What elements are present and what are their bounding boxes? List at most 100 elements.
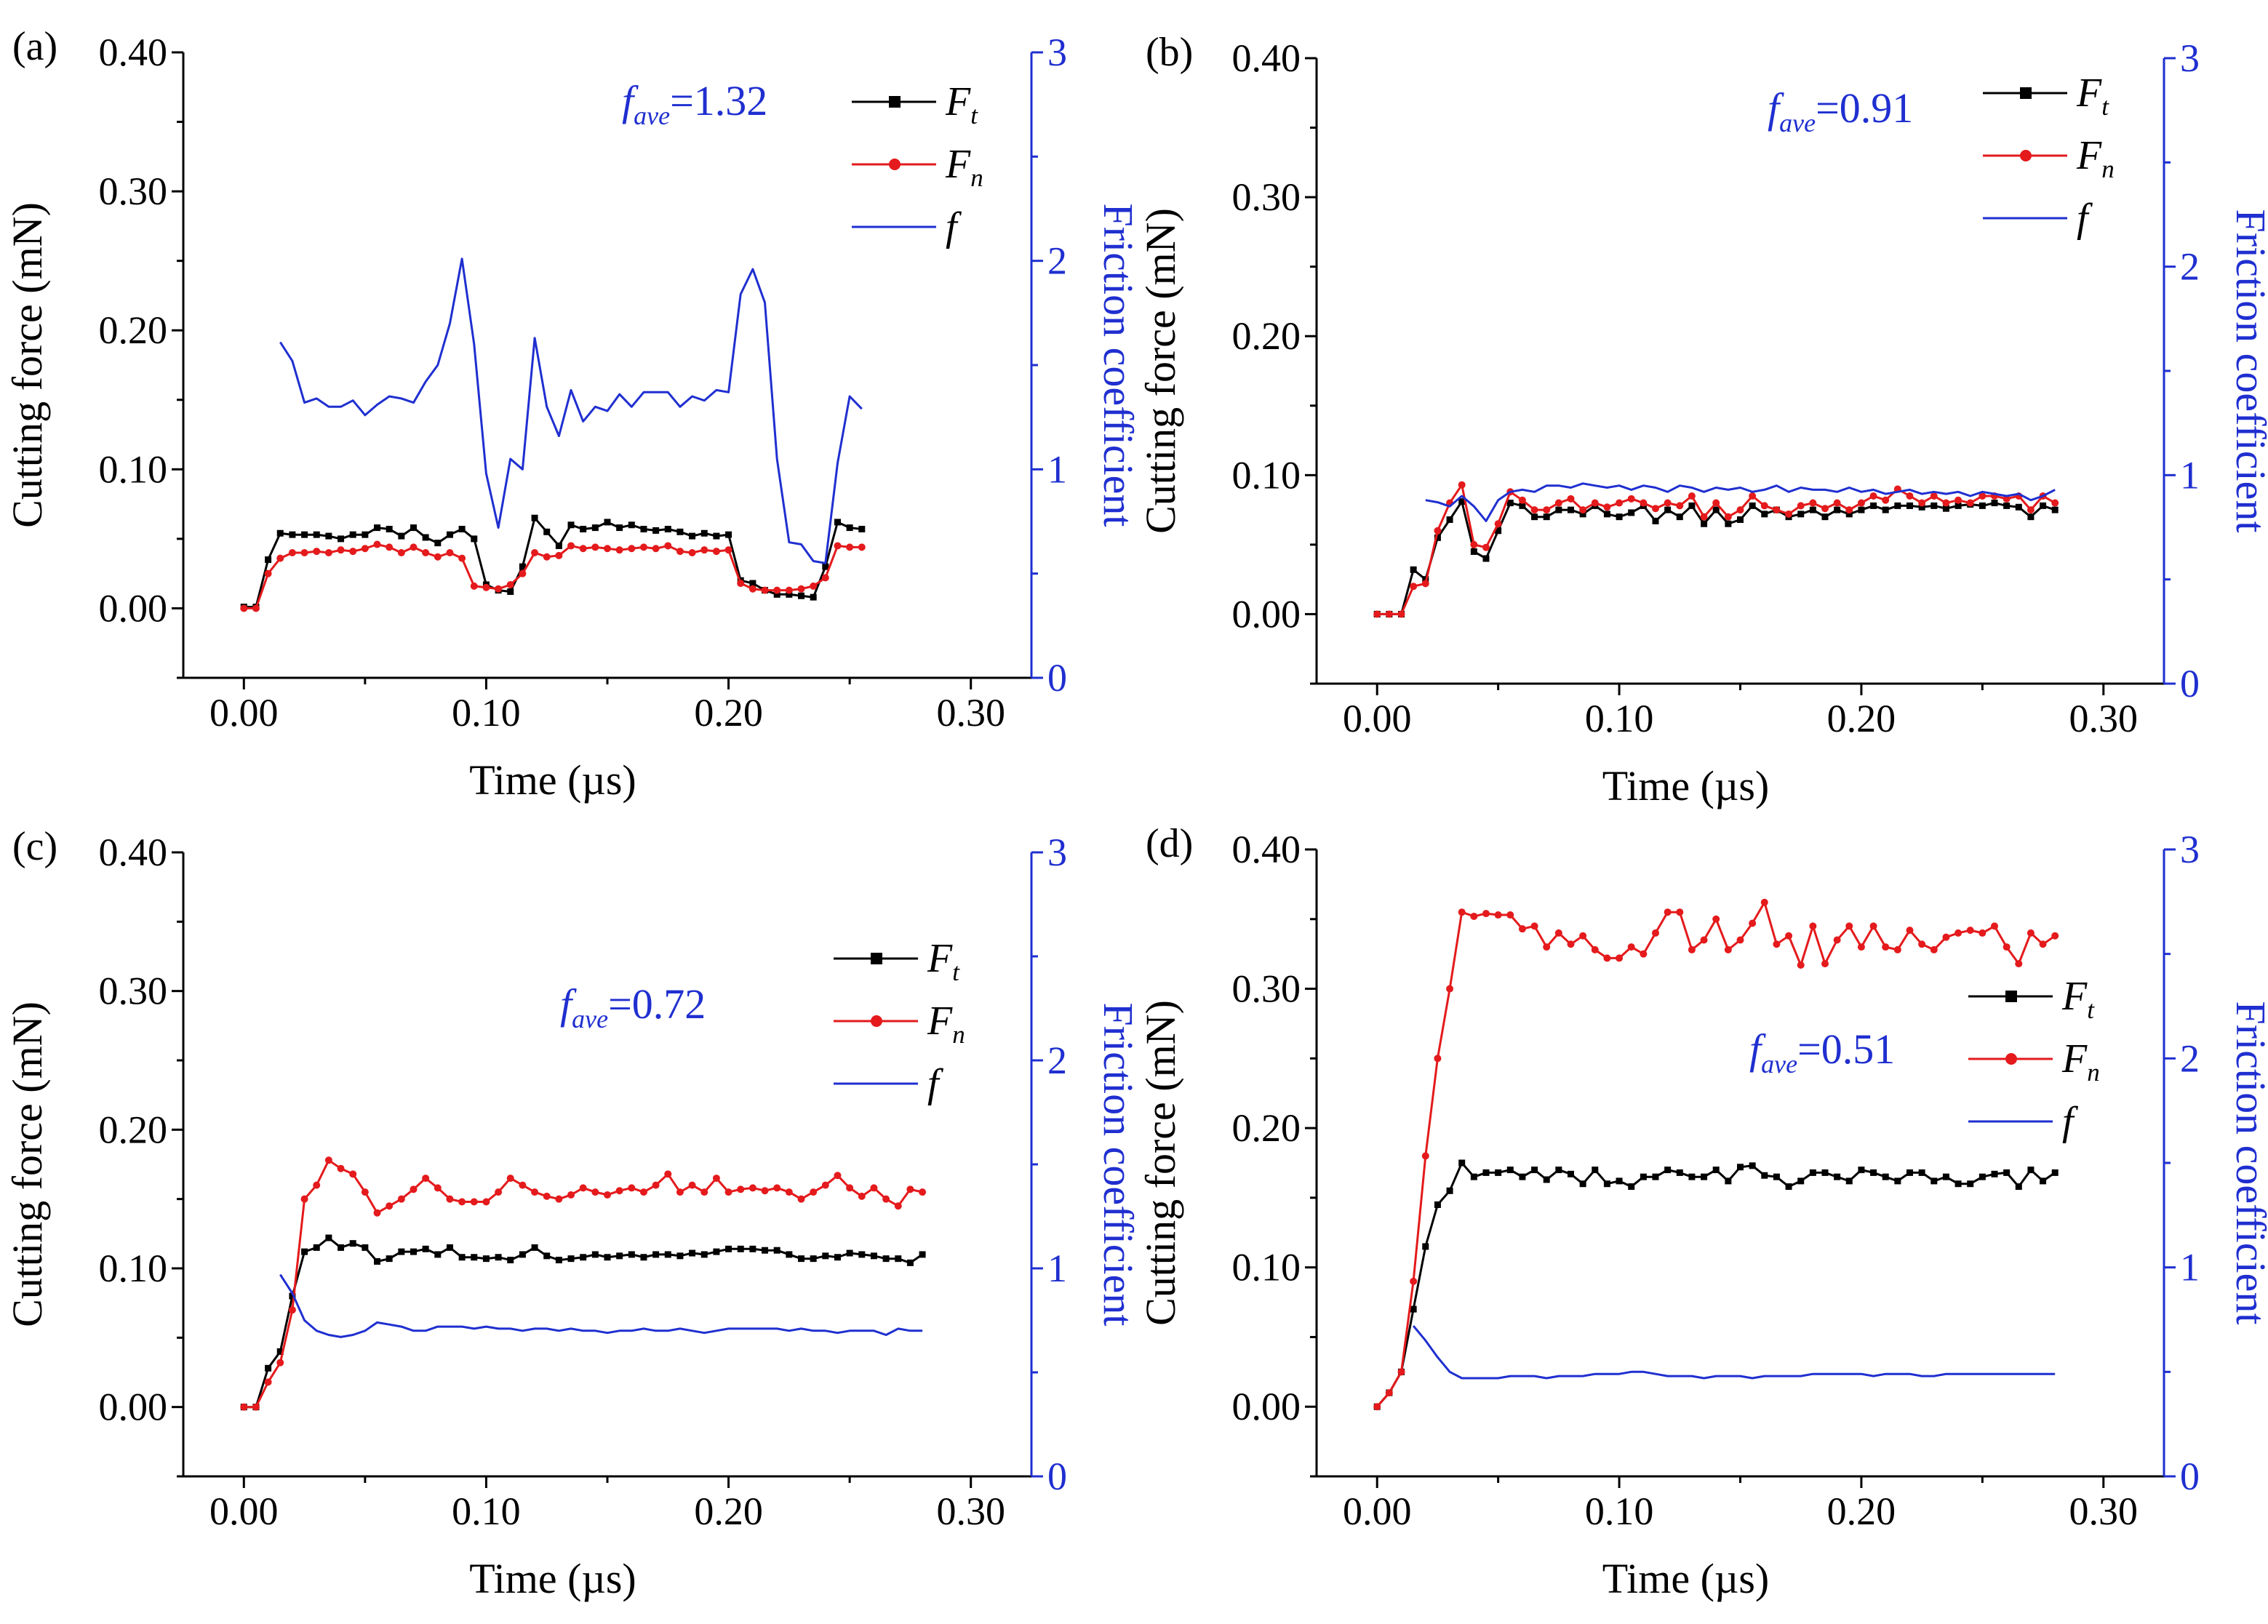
data-point-Fn [506,1175,514,1183]
data-point-Fn [664,1170,672,1178]
data-point-Ft [1761,511,1768,518]
y2-tick-label: 1 [1047,1247,1067,1290]
data-point-Fn [458,1198,466,1206]
data-point-Ft [628,1251,635,1258]
data-point-Fn [1603,503,1611,511]
data-point-Fn [688,1181,696,1189]
data-point-Ft [434,540,442,547]
data-point-Fn [773,1184,781,1192]
data-point-Fn [1930,492,1938,500]
data-point-Ft [773,591,780,598]
data-point-Ft [1858,1167,1865,1174]
data-point-Fn [300,549,308,556]
data-point-Ft [1555,1167,1562,1174]
data-point-Fn [761,586,769,594]
data-point-Ft [591,1251,599,1258]
y2-axis-title: Friction coefficient [2227,1001,2268,1324]
data-point-Ft [1954,1180,1962,1188]
x-tick-label: 0.10 [452,691,521,735]
data-point-Ft [338,1244,345,1251]
data-point-Fn [276,1359,284,1367]
x-tick-label: 0.30 [936,1489,1005,1533]
data-point-Fn [300,1195,308,1203]
data-point-Ft [652,1251,660,1258]
data-point-Fn [1700,936,1708,944]
data-point-Ft [1482,1169,1490,1176]
data-point-Ft [398,532,405,540]
data-point-Fn [1554,929,1562,937]
data-point-Ft [834,519,841,526]
data-point-Ft [531,514,538,521]
data-point-Ft [1737,1164,1744,1171]
data-point-Ft [1592,1167,1599,1174]
data-point-Ft [362,531,369,538]
data-point-Fn [700,1188,708,1196]
data-point-Ft [1712,506,1720,513]
data-point-Fn [688,549,696,556]
data-point-Fn [2027,929,2035,937]
data-point-Fn [1882,496,1890,504]
data-point-Fn [1616,954,1624,962]
data-point-Fn [1373,610,1381,618]
data-point-Ft [689,532,696,540]
data-point-Ft [1725,520,1732,527]
data-point-Ft [1616,513,1623,521]
data-point-Fn [1869,492,1877,500]
y-tick-label: 0.20 [99,1108,168,1151]
data-point-Fn [1543,943,1551,951]
data-point-Ft [519,1251,526,1258]
legend-label-Fn: Fn [927,999,965,1049]
data-point-Ft [604,1254,611,1261]
data-point-Fn [458,554,466,562]
data-point-Fn [906,1185,914,1193]
data-point-Fn [1760,898,1768,906]
data-point-Ft [2003,1169,2011,1176]
data-point-Ft [1954,502,1962,509]
data-point-Fn [1385,1389,1393,1397]
series-line-Ft [244,516,862,608]
data-point-Fn [1482,543,1490,551]
data-point-Ft [1701,1173,1708,1180]
data-point-Fn [567,1191,575,1199]
data-point-Fn [1918,940,1926,948]
data-point-Fn [652,545,660,553]
data-point-Fn [1397,1368,1405,1376]
data-point-Ft [786,1251,793,1258]
data-point-Ft [338,535,345,543]
data-point-Ft [1785,1183,1792,1191]
data-point-Ft [725,531,732,538]
data-point-Fn [386,543,394,551]
data-point-Ft [434,1251,442,1258]
data-point-Ft [700,1251,708,1258]
data-point-Fn [482,1198,490,1206]
data-point-Fn [1530,922,1538,930]
data-point-Fn [712,548,720,556]
data-point-Ft [519,563,526,570]
y2-tick-label: 0 [2180,1455,2200,1498]
data-point-Fn [1421,1152,1429,1160]
data-point-Ft [762,1247,769,1254]
data-point-Fn [240,604,248,612]
data-point-Ft [301,531,308,538]
data-point-Fn [1688,945,1696,953]
data-point-Ft [1870,1169,1877,1176]
data-point-Fn [628,1184,636,1192]
data-point-Fn [1736,506,1744,514]
data-point-Fn [313,1181,321,1189]
data-point-Fn [724,1188,732,1196]
data-point-Fn [555,551,563,559]
data-point-Fn [1688,492,1696,500]
data-point-Fn [1954,496,1962,504]
data-point-Fn [1494,520,1502,528]
data-point-Ft [555,1257,562,1264]
series-line-f [279,257,863,564]
legend-label-Fn: Fn [2061,1036,2100,1087]
data-point-Fn [1942,499,1950,507]
data-point-Fn [894,1202,902,1210]
data-point-Fn [264,569,272,577]
data-point-Fn [313,548,321,556]
y2-tick-label: 1 [2180,1246,2200,1289]
y2-tick-label: 3 [2180,36,2200,80]
data-point-Fn [1918,499,1926,507]
panel-c: 0.00 0.10 0.20 0.30 0.00 0.10 0.20 0.30 0.40 0 1 2 3… [4,824,1142,1602]
